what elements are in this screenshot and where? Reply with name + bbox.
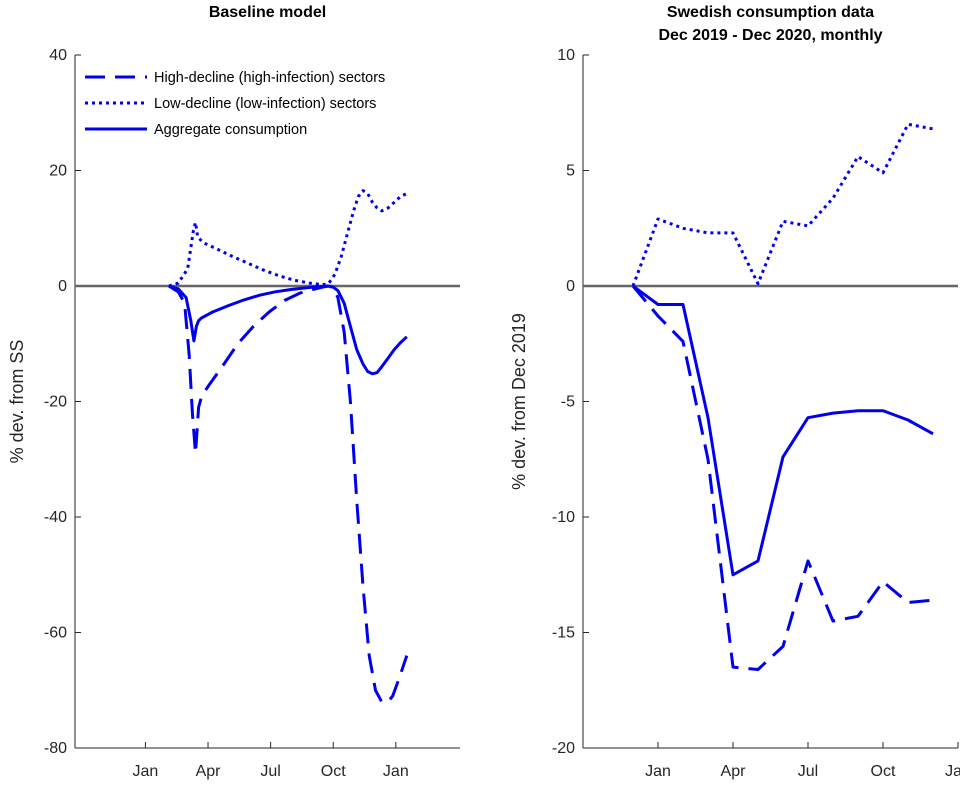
x-tick-label: Apr	[196, 763, 222, 780]
series-line-dashed	[631, 285, 934, 671]
x-tick-label: Jan	[383, 763, 409, 780]
legend-label: High-decline (high-infection) sectors	[154, 70, 385, 86]
x-tick-label: Jan	[133, 763, 159, 780]
x-tick-label: Jul	[260, 763, 280, 780]
x-tick-label: Jan	[945, 763, 960, 780]
y-tick-label: -20	[552, 740, 575, 757]
x-tick-label: Jan	[645, 763, 671, 780]
y-tick-label: -20	[44, 394, 67, 411]
x-tick-label: Jul	[798, 763, 818, 780]
series-line-solid	[632, 284, 934, 577]
y-tick-label: 20	[49, 163, 67, 180]
y-tick-label: -40	[44, 509, 67, 526]
y-tick-label: 0	[58, 278, 67, 295]
y-tick-label: -80	[44, 740, 67, 757]
series-line-dotted	[168, 189, 408, 288]
y-tick-label: -5	[561, 394, 575, 411]
y-tick-label: -10	[552, 509, 575, 526]
x-tick-label: Oct	[871, 763, 896, 780]
y-axis-label: % dev. from SS	[7, 340, 27, 464]
y-tick-label: 5	[566, 163, 575, 180]
x-tick-label: Oct	[321, 763, 346, 780]
series-line-solid	[168, 284, 408, 376]
y-tick-label: -15	[552, 625, 575, 642]
y-axis-label: % dev. from Dec 2019	[509, 313, 529, 490]
x-tick-label: Apr	[721, 763, 747, 780]
y-tick-label: 0	[566, 278, 575, 295]
y-tick-label: 40	[49, 47, 67, 64]
baseline-model-panel: Baseline model -80 -60 -40 -20 0 20 40 Jan Apr Jul…	[7, 4, 460, 780]
y-tick-label: -60	[44, 625, 67, 642]
chart-title-line: Baseline model	[209, 4, 326, 21]
series-line-dotted	[631, 122, 934, 287]
chart-title-line: Swedish consumption data	[667, 4, 874, 21]
y-tick-label: 10	[557, 47, 575, 64]
series-line-dashed	[168, 284, 409, 704]
legend: High-decline (high-infection) sectors Low…	[85, 70, 385, 138]
legend-label: Aggregate consumption	[154, 122, 307, 138]
chart-title-line: Dec 2019 - Dec 2020, monthly	[658, 27, 882, 44]
legend-label: Low-decline (low-infection) sectors	[154, 96, 376, 112]
swedish-consumption-panel: Swedish consumption data Dec 2019 - Dec 2…	[509, 4, 960, 780]
